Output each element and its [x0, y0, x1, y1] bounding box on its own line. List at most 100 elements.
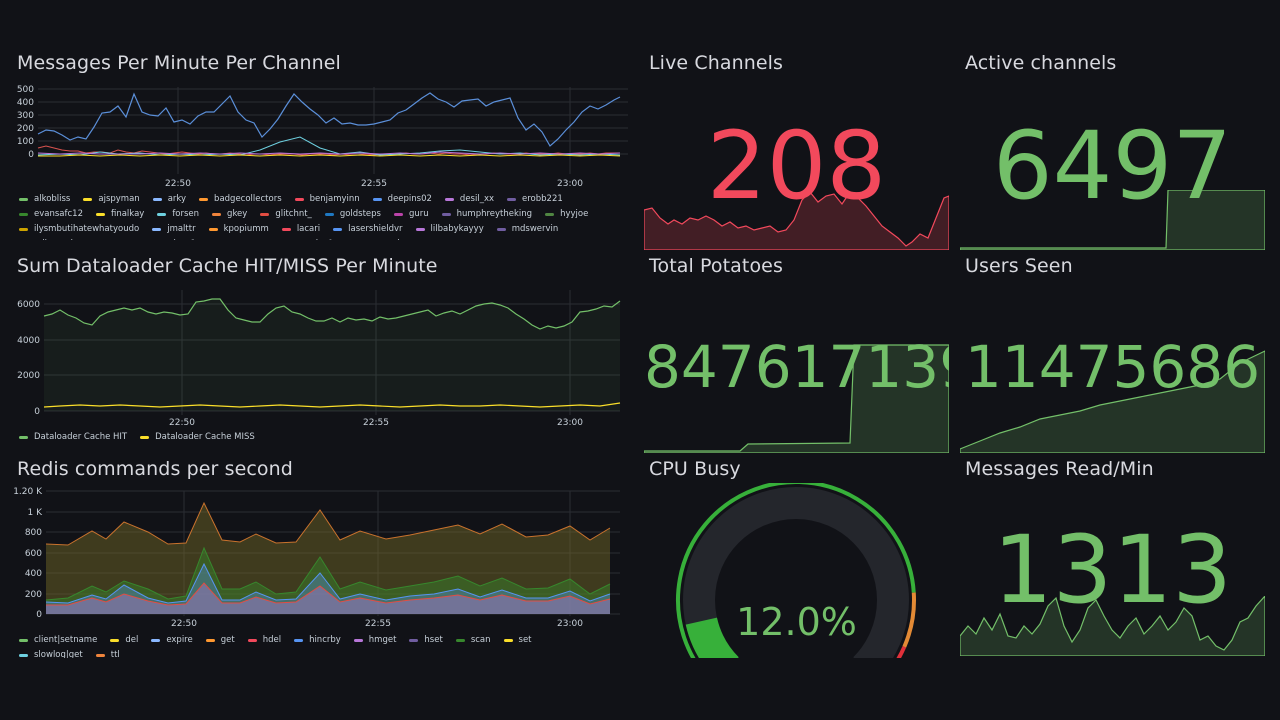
- legend-swatch: [260, 212, 270, 216]
- y-tick: 200: [17, 124, 34, 134]
- y-tick: 6000: [17, 300, 40, 310]
- legend-item[interactable]: gkey: [212, 209, 247, 219]
- legend-item[interactable]: mdswervin: [496, 224, 559, 234]
- legend-item[interactable]: jmalttr: [152, 224, 196, 234]
- legend-item[interactable]: overezeggs: [218, 239, 282, 240]
- legend-item[interactable]: Dataloader Cache HIT: [19, 432, 127, 442]
- legend-item[interactable]: lasershieldvr: [333, 224, 403, 234]
- legend-item[interactable]: ttl: [95, 650, 120, 658]
- legend-item[interactable]: deepins02: [372, 194, 432, 204]
- legend-swatch: [333, 227, 343, 231]
- users-seen-panel[interactable]: Users Seen 11475686: [960, 255, 1265, 453]
- legend-item[interactable]: scan: [455, 635, 491, 645]
- legend-item[interactable]: badgecollectors: [199, 194, 282, 204]
- legend-item[interactable]: hdel: [247, 635, 281, 645]
- legend-item[interactable]: set: [503, 635, 532, 645]
- legend-item[interactable]: ilysmbutihatewhatyoudo: [19, 224, 139, 234]
- legend-swatch: [324, 212, 334, 216]
- legend-item[interactable]: nymn: [96, 239, 135, 240]
- cpu-busy-value: 12.0%: [736, 600, 857, 644]
- legend-swatch: [409, 638, 419, 642]
- legend-label: set: [518, 635, 532, 645]
- legend-item[interactable]: forsen: [157, 209, 199, 219]
- legend-item[interactable]: desil_xx: [444, 194, 494, 204]
- panel-title[interactable]: Messages Per Minute Per Channel: [17, 52, 341, 74]
- messages-read-sparkline: [960, 596, 1265, 656]
- legend-item[interactable]: guru: [393, 209, 429, 219]
- x-axis: 22:50 22:55 23:00: [171, 619, 583, 629]
- legend-swatch: [110, 638, 120, 642]
- legend-item[interactable]: lilbabykayyy: [415, 224, 484, 234]
- dataloader-cache-panel[interactable]: Sum Dataloader Cache HIT/MISS Per Minute…: [0, 255, 636, 447]
- legend-label: hmget: [368, 635, 397, 645]
- legend-item[interactable]: del: [110, 635, 138, 645]
- legend-swatch: [545, 212, 555, 216]
- messages-read-value: 1313: [992, 516, 1233, 625]
- legend-item[interactable]: kpopiumm: [208, 224, 269, 234]
- legend-item[interactable]: pwgood: [351, 239, 400, 240]
- legend-item[interactable]: expire: [151, 635, 193, 645]
- legend-label: benjamyinn: [309, 194, 360, 204]
- legend-swatch: [19, 638, 28, 642]
- legend-item[interactable]: slowlog|get: [19, 650, 83, 658]
- gauge-arcs: [676, 483, 916, 658]
- total-potatoes-value: 847617139: [644, 333, 949, 401]
- legend-item[interactable]: benjamyinn: [294, 194, 360, 204]
- panel-title[interactable]: CPU Busy: [649, 458, 741, 480]
- panel-title[interactable]: Users Seen: [965, 255, 1073, 277]
- legend-item[interactable]: lacari: [281, 224, 320, 234]
- legend-swatch: [294, 638, 304, 642]
- legend-label: alkobliss: [34, 194, 71, 204]
- legend-item[interactable]: erobb221: [507, 194, 563, 204]
- series-line-yellow: [38, 154, 621, 157]
- panel-title[interactable]: Active channels: [965, 52, 1117, 74]
- series-line-get: [45, 501, 611, 546]
- redis-commands-panel[interactable]: Redis commands per second 1.20 K 1 K 800…: [0, 458, 636, 658]
- panel-title[interactable]: Sum Dataloader Cache HIT/MISS Per Minute: [17, 255, 438, 277]
- legend-item[interactable]: get: [205, 635, 235, 645]
- legend-item[interactable]: milesperhrr: [19, 239, 83, 240]
- legend-label: slowlog|get: [34, 650, 83, 658]
- cpu-busy-panel[interactable]: CPU Busy 12.0%: [644, 458, 949, 658]
- legend-label: finalkay: [110, 209, 145, 219]
- legend-item[interactable]: hyyjoe: [545, 209, 588, 219]
- legend-item[interactable]: Dataloader Cache MISS: [140, 432, 255, 442]
- legend-item[interactable]: hmget: [353, 635, 397, 645]
- live-channels-value: 208: [706, 112, 887, 221]
- legend-label: del: [125, 635, 139, 645]
- y-tick: 400: [25, 569, 42, 579]
- legend-label: guru: [408, 209, 429, 219]
- panel-title[interactable]: Total Potatoes: [649, 255, 783, 277]
- y-axis: 1.20 K 1 K 800 600 400 200 0: [13, 487, 43, 620]
- legend-item[interactable]: hincrby: [294, 635, 341, 645]
- legend-item[interactable]: client|setname: [19, 635, 97, 645]
- legend-swatch: [205, 638, 215, 642]
- legend-item[interactable]: onlyso1o_: [148, 239, 205, 240]
- series-line-hit: [43, 298, 621, 330]
- legend-item[interactable]: alkobliss: [19, 194, 70, 204]
- legend-label: mdswervin: [511, 224, 559, 234]
- y-tick: 200: [25, 590, 42, 600]
- legend-item[interactable]: hset: [409, 635, 443, 645]
- legend-label: ttl: [110, 650, 120, 658]
- total-potatoes-panel[interactable]: Total Potatoes 847617139: [644, 255, 949, 453]
- live-channels-panel[interactable]: Live Channels 208: [644, 52, 949, 250]
- legend-item[interactable]: humphreytheking: [441, 209, 532, 219]
- y-tick: 800: [25, 528, 42, 538]
- messages-per-minute-panel[interactable]: Messages Per Minute Per Channel 500 400 …: [0, 52, 636, 244]
- panel-title[interactable]: Messages Read/Min: [965, 458, 1154, 480]
- cache-chart: 6000 4000 2000 0 22:50 22:55 23:00: [17, 290, 621, 428]
- legend-item[interactable]: glitchnt_: [260, 209, 312, 219]
- legend-item[interactable]: goldsteps: [324, 209, 381, 219]
- legend-item[interactable]: ajspyman: [83, 194, 140, 204]
- y-tick: 4000: [17, 336, 40, 346]
- legend-item[interactable]: evansafc12: [19, 209, 83, 219]
- messages-read-panel[interactable]: Messages Read/Min 1313: [960, 458, 1265, 658]
- legend-item[interactable]: arky: [152, 194, 186, 204]
- panel-title[interactable]: Live Channels: [649, 52, 784, 74]
- active-channels-panel[interactable]: Active channels 6497: [960, 52, 1265, 250]
- panel-title[interactable]: Redis commands per second: [17, 458, 293, 480]
- legend-item[interactable]: finalkay: [95, 209, 145, 219]
- legend-item[interactable]: plas0x: [295, 239, 338, 240]
- x-tick: 22:50: [165, 179, 191, 189]
